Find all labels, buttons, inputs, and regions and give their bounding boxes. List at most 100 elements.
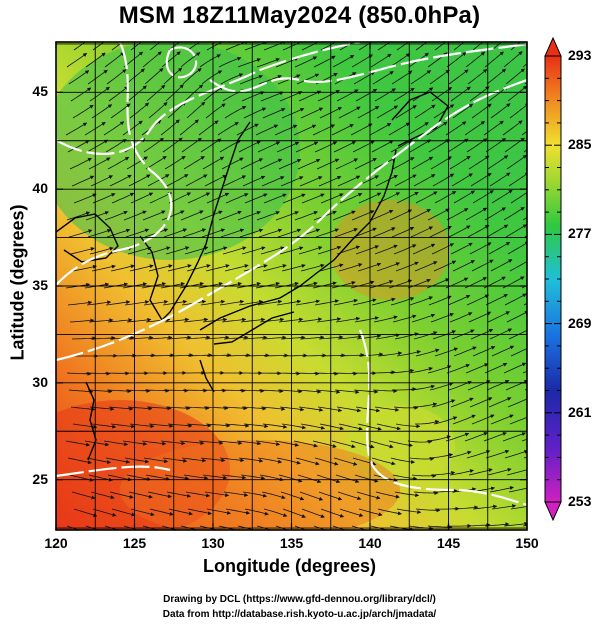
streamline-arrow xyxy=(185,174,208,187)
streamline-arrow xyxy=(489,172,511,187)
streamline-arrow xyxy=(255,440,281,446)
streamline-arrow xyxy=(182,228,207,238)
lat-lon-grid xyxy=(56,42,527,530)
streamline-arrow xyxy=(350,123,373,136)
streamline-arrow xyxy=(166,174,189,187)
streamline-arrow xyxy=(320,508,345,518)
streamline-arrow xyxy=(198,120,219,136)
streamline-arrow xyxy=(184,406,210,411)
streamline-arrow xyxy=(129,102,150,119)
streamline-arrow xyxy=(411,156,434,170)
streamline-arrow xyxy=(263,508,288,517)
streamline-arrow xyxy=(255,124,279,136)
streamline-arrow xyxy=(430,156,452,170)
streamline-arrow xyxy=(429,69,450,85)
streamline-arrow xyxy=(122,120,143,136)
streamline-arrow xyxy=(123,210,147,221)
streamline-arrow xyxy=(71,175,95,187)
streamline-arrow xyxy=(282,353,308,358)
streamline-arrow xyxy=(300,263,325,272)
streamline-arrow xyxy=(110,264,135,272)
streamline-arrow xyxy=(433,416,458,425)
x-tick-label: 150 xyxy=(515,535,539,551)
streamline-arrow xyxy=(109,491,134,499)
streamline-arrow xyxy=(317,245,342,255)
colorbar-tick-label: 261 xyxy=(568,403,592,420)
streamline-arrow xyxy=(388,279,413,289)
streamline-arrow xyxy=(450,86,471,102)
streamline-arrow xyxy=(294,525,307,530)
streamline-arrow xyxy=(203,246,228,255)
streamline-arrow xyxy=(376,423,401,431)
streamline-arrow xyxy=(375,333,401,340)
streamline-arrow xyxy=(66,371,92,376)
streamline-arrow xyxy=(374,406,400,412)
streamline-arrow xyxy=(161,210,185,221)
streamline-arrow xyxy=(298,406,324,412)
streamline-arrow xyxy=(353,71,376,85)
streamline-arrow xyxy=(297,317,323,323)
streamline-arrow xyxy=(88,318,114,323)
streamline-arrow xyxy=(257,457,283,464)
streamline-arrow xyxy=(242,175,266,187)
streamline-arrow xyxy=(223,335,249,340)
streamline-arrow xyxy=(296,73,320,85)
streamline-arrow xyxy=(242,491,268,498)
temperature-field xyxy=(56,42,527,530)
streamline-arrow xyxy=(299,491,324,501)
colorbar-tick-label: 285 xyxy=(568,136,592,153)
streamline-arrow xyxy=(68,70,90,85)
streamline-arrow xyxy=(88,157,111,170)
streamline-arrow xyxy=(357,262,382,272)
streamline-arrow xyxy=(408,367,433,374)
streamline-arrow xyxy=(69,157,92,170)
streamline-arrow xyxy=(371,297,396,306)
streamline-arrow xyxy=(103,121,125,136)
streamline-arrow xyxy=(89,406,115,411)
streamline-arrow xyxy=(225,193,249,204)
streamline-arrow xyxy=(71,491,96,500)
streamline-arrow xyxy=(521,130,527,136)
streamline-arrow xyxy=(145,474,171,481)
streamline-arrow xyxy=(263,193,287,204)
streamline-arrow xyxy=(107,156,130,170)
streamline-arrow xyxy=(276,141,300,153)
streamline-arrow xyxy=(237,525,262,530)
streamline-arrow xyxy=(375,174,398,187)
streamline-arrow xyxy=(110,423,136,429)
streamline-arrow xyxy=(220,228,245,238)
streamline-arrow xyxy=(487,311,510,323)
streamline-arrow xyxy=(411,473,437,478)
streamline-arrow xyxy=(206,508,232,515)
streamline-arrow xyxy=(87,228,112,238)
streamline-arrow xyxy=(331,281,356,289)
streamline-arrow xyxy=(282,193,306,204)
streamline-arrow xyxy=(241,91,265,102)
streamline-arrow xyxy=(369,440,394,449)
streamline-arrow xyxy=(106,389,132,394)
streamline-arrow xyxy=(225,353,251,358)
streamline-arrow xyxy=(240,474,266,480)
streamline-arrow xyxy=(161,51,181,68)
streamline-arrow xyxy=(180,52,201,68)
streamline-arrow xyxy=(182,388,208,393)
streamline-arrow xyxy=(521,438,527,442)
streamline-arrow xyxy=(263,353,289,358)
streamline-arrow xyxy=(334,228,358,238)
streamline-arrow xyxy=(491,189,513,204)
streamline-arrow xyxy=(312,281,337,289)
streamline-arrow xyxy=(68,389,94,394)
streamline-arrow xyxy=(65,122,88,136)
streamline-arrow xyxy=(261,491,286,500)
streamline-arrow xyxy=(449,469,474,476)
streamline-arrow xyxy=(296,389,322,394)
streamline-arrow xyxy=(203,406,229,411)
streamline-arrow xyxy=(257,141,281,153)
streamline-arrow xyxy=(526,100,527,101)
streamline-arrow xyxy=(390,139,413,153)
streamline-arrow xyxy=(450,397,474,408)
streamline-arrow xyxy=(129,423,155,429)
streamline-arrow xyxy=(258,75,282,85)
streamline-arrow xyxy=(505,224,527,238)
streamline-arrow xyxy=(429,225,452,238)
